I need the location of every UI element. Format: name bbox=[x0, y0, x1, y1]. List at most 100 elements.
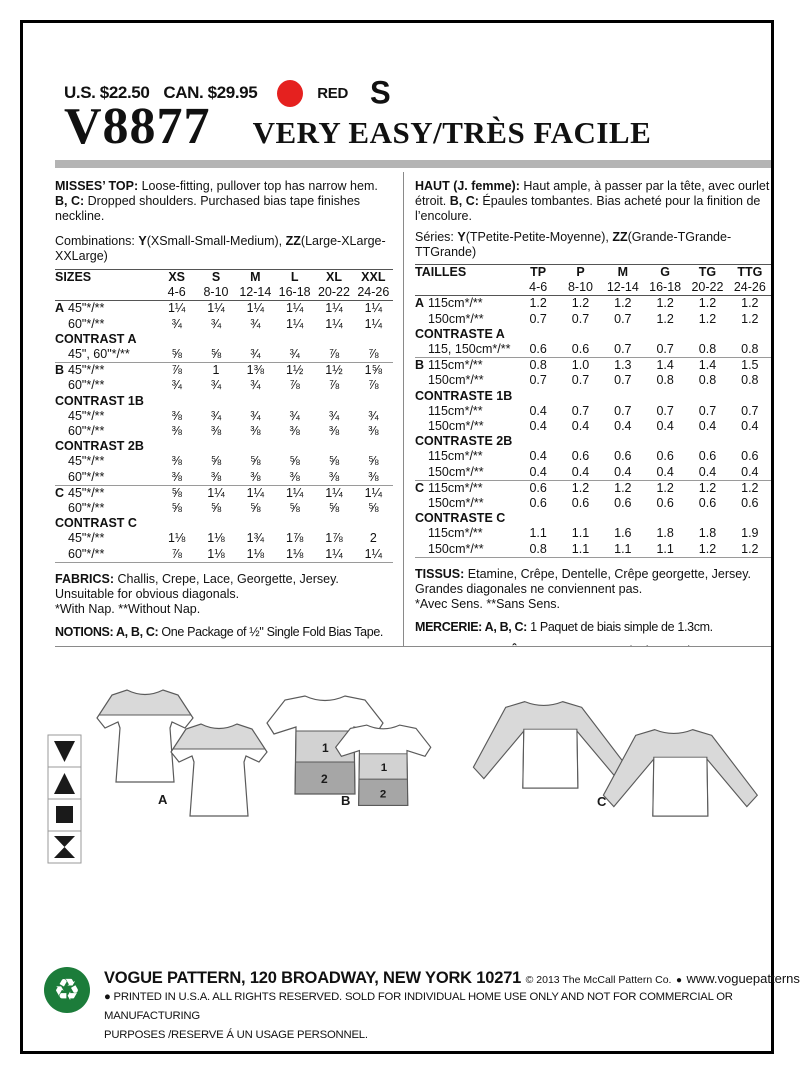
yardage-value-cell: 0.4 bbox=[686, 464, 729, 481]
fabric-width-label: 45"*/** bbox=[68, 454, 105, 469]
table-row: CONTRASTE A bbox=[415, 327, 771, 342]
yardage-value-cell: 0.8 bbox=[698, 373, 717, 388]
column-subheader bbox=[55, 285, 157, 302]
yardage-value-cell: 1.2 bbox=[686, 541, 729, 558]
yardage-value-cell: 0.6 bbox=[741, 496, 759, 511]
yardage-value-cell: 0.4 bbox=[741, 419, 759, 434]
french-yardage-table-wrap: TAILLES TP P M G TG TTG 4-6 8-10 12-14 16-18 20-22 2… bbox=[415, 264, 771, 558]
text-columns: MISSES’ TOP: Loose-fitting, pullover top… bbox=[55, 172, 771, 647]
fabric-width-label: 150cm*/** bbox=[428, 373, 484, 388]
yardage-value-cell: 0.8 bbox=[529, 358, 547, 373]
publisher-address: VOGUE PATTERN, 120 BROADWAY, NEW YORK 10… bbox=[104, 969, 522, 987]
bullet-icon: ● bbox=[675, 975, 682, 986]
fabric-width-label: 115, 150cm*/** bbox=[428, 342, 511, 357]
yardage-value-cell: 1½ bbox=[325, 363, 343, 378]
yardage-value-cell: 1.2 bbox=[571, 480, 590, 495]
garment-c-back-view bbox=[472, 701, 628, 789]
table-row: A 115cm*/** 1.2 1.2 1.2 1.2 1.2 1.2 bbox=[415, 296, 771, 312]
yardage-value-cell: 0.7 bbox=[643, 342, 687, 359]
combos-bold: Y bbox=[457, 229, 466, 244]
table-row: 60"*/** ⅞ 1⅛ 1⅛ 1⅛ 1¼ 1¼ bbox=[55, 546, 393, 563]
fabric-width-label: 45", 60"*/** bbox=[68, 347, 130, 362]
view-letter: C bbox=[415, 480, 425, 495]
yardage-value-cell: 1.2 bbox=[614, 296, 632, 311]
yardage-value-cell: 1½ bbox=[285, 363, 304, 378]
yardage-value-cell: 1.2 bbox=[656, 296, 674, 311]
fabric-width-label: 60"*/** bbox=[68, 546, 105, 561]
yardage-value-cell: 0.4 bbox=[601, 464, 644, 481]
yardage-value-cell: ⅝ bbox=[368, 454, 379, 469]
footer: ♻ VOGUE PATTERN, 120 BROADWAY, NEW YORK … bbox=[44, 967, 800, 1045]
combos-bold: ZZ bbox=[612, 229, 628, 244]
yardage-value-cell: ⅝ bbox=[368, 501, 379, 516]
yardage-value-cell: 0.6 bbox=[656, 496, 674, 511]
yardage-value-cell: 1.1 bbox=[559, 541, 602, 558]
price-row: U.S. $22.50 CAN. $29.95 RED S bbox=[64, 74, 391, 111]
yardage-value-cell: ¾ bbox=[274, 347, 315, 364]
row-label-cell: 60"*/** bbox=[55, 501, 157, 516]
yardage-value-cell: 1.2 bbox=[571, 296, 590, 311]
fabric-width-label: 115cm*/** bbox=[428, 480, 483, 495]
piece-number-2: 2 bbox=[321, 772, 328, 786]
yardage-value-cell: 0.6 bbox=[614, 496, 632, 511]
column-header: S bbox=[196, 269, 236, 286]
garment-a-front-view bbox=[170, 723, 268, 817]
row-label-cell: C 115cm*/** bbox=[415, 480, 517, 496]
table-row: CONTRASTE 1B bbox=[415, 389, 771, 404]
french-column: HAUT (J. femme): Haut ample, à passer pa… bbox=[403, 172, 771, 646]
yardage-value-cell: 1.8 bbox=[698, 526, 717, 541]
page-frame: U.S. $22.50 CAN. $29.95 RED S V8877 VERY… bbox=[20, 20, 800, 1054]
row-label-cell: 150cm*/** bbox=[415, 373, 517, 388]
yardage-value-cell: 0.4 bbox=[643, 464, 687, 481]
yardage-value-cell: ⅜ bbox=[353, 469, 393, 486]
yardage-value-cell: ¾ bbox=[250, 378, 261, 393]
yardage-value-cell: ⅜ bbox=[328, 424, 340, 439]
yardage-value-cell: 1.2 bbox=[741, 480, 759, 495]
yardage-value-cell: 1¼ bbox=[325, 301, 343, 316]
yardage-value-cell: 0.4 bbox=[571, 419, 590, 434]
fabric-width-label: 60"*/** bbox=[68, 469, 105, 484]
column-subheader: 4-6 bbox=[157, 285, 197, 302]
yardage-value-cell: 0.6 bbox=[559, 342, 602, 359]
table-row: 45", 60"*/** ⅝ ⅝ ¾ ¾ ⅞ ⅞ bbox=[55, 347, 393, 364]
fabric-width-label: 150cm*/** bbox=[428, 496, 484, 511]
yardage-value-cell: 1.0 bbox=[571, 358, 590, 373]
row-label-cell: 45"*/** bbox=[55, 531, 157, 546]
table-row: 60"*/** ⅜ ⅜ ⅜ ⅜ ⅜ ⅜ bbox=[55, 424, 393, 439]
yardage-value-cell: 1.3 bbox=[614, 358, 632, 373]
divider-bar bbox=[55, 160, 771, 168]
footer-line1: VOGUE PATTERN, 120 BROADWAY, NEW YORK 10… bbox=[104, 969, 800, 988]
table-row: CONTRAST 2B bbox=[55, 439, 393, 454]
row-label-cell: 45", 60"*/** bbox=[55, 347, 157, 364]
yardage-value-cell: 1¼ bbox=[285, 316, 304, 331]
yardage-value-cell: ⅝ bbox=[328, 454, 340, 469]
french-finished-measurements: MESURES DU VÊTEMENT FINI: Imprimées sur … bbox=[415, 644, 771, 646]
yardage-value-cell: ⅞ bbox=[368, 378, 379, 393]
yardage-value-cell: 1.1 bbox=[529, 526, 547, 541]
desc-bold: B, C: bbox=[449, 194, 479, 209]
red-color-dot-icon bbox=[277, 79, 304, 107]
yardage-value-cell: ⅝ bbox=[289, 501, 300, 516]
yardage-value-cell: 1¼ bbox=[353, 546, 393, 563]
yardage-value-cell: 1⅛ bbox=[167, 531, 186, 546]
yardage-value-cell: 1.1 bbox=[571, 526, 590, 541]
yardage-value-cell: ¾ bbox=[250, 316, 261, 331]
yardage-table: SIZES XS S M L XL XXL 4-6 8-10 12-14 16-18 20-22 24-… bbox=[55, 269, 393, 563]
row-label-cell: 60"*/** bbox=[55, 469, 157, 486]
fabrics-line3: *Avec Sens. **Sans Sens. bbox=[415, 597, 560, 612]
fabric-width-label: 150cm*/** bbox=[428, 464, 484, 479]
combos-text: (Grande-TGrande-TTGrande) bbox=[415, 229, 732, 259]
piece-number-2: 2 bbox=[380, 788, 386, 800]
yardage-value-cell: ⅝ bbox=[210, 501, 222, 516]
triangle-up-icon bbox=[54, 773, 75, 794]
fabrics-bold: FABRICS: bbox=[55, 571, 115, 586]
yardage-value-cell: 1⅛ bbox=[196, 546, 236, 563]
yardage-value-cell: 1.2 bbox=[698, 480, 717, 495]
yardage-value-cell: 0.4 bbox=[529, 419, 547, 434]
pattern-number: V8877 bbox=[64, 98, 211, 155]
yardage-value-cell: 1.2 bbox=[656, 480, 674, 495]
desc-text: Épaules tombantes. Bias acheté pour la f… bbox=[415, 194, 761, 224]
yardage-value-cell: ⅞ bbox=[314, 347, 354, 364]
yardage-value-cell: 0.4 bbox=[517, 464, 560, 481]
